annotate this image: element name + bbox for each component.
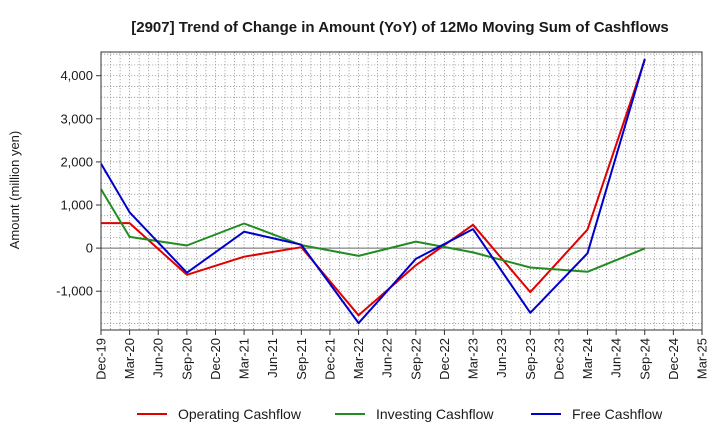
y-tick-label: 2,000 — [60, 154, 93, 169]
operating-cashflow-line — [101, 59, 646, 317]
operating-cashflow-legend-label: Operating Cashflow — [178, 406, 302, 422]
x-tick-label: Sep-23 — [523, 338, 538, 380]
chart-title: [2907] Trend of Change in Amount (YoY) o… — [131, 19, 669, 36]
free-cashflow-line — [100, 58, 646, 325]
plot-area — [101, 52, 702, 330]
x-tick-label: Dec-20 — [208, 338, 223, 380]
x-tick-label: Jun-24 — [609, 338, 624, 378]
x-tick-label: Mar-25 — [695, 338, 710, 379]
x-tick-label: Sep-22 — [408, 338, 423, 380]
x-tick-label: Dec-22 — [437, 338, 452, 380]
x-tick-label: Jun-22 — [380, 338, 395, 378]
x-tick-label: Jun-21 — [265, 338, 280, 378]
x-tick-label: Mar-22 — [351, 338, 366, 379]
y-tick-label: 3,000 — [60, 111, 93, 126]
series-layer — [100, 58, 646, 325]
x-tick-label: Dec-21 — [322, 338, 337, 380]
y-axis-ticks: 4,000 3,000 2,000 1,000 0 -1,000 — [56, 68, 101, 299]
x-tick-label: Mar-23 — [466, 338, 481, 379]
y-tick-label: 1,000 — [60, 198, 93, 213]
x-tick-label: Sep-24 — [637, 338, 652, 380]
x-tick-label: Dec-19 — [94, 338, 109, 380]
free-cashflow-legend-label: Free Cashflow — [572, 406, 663, 422]
x-tick-label: Dec-24 — [666, 338, 681, 380]
y-tick-label: -1,000 — [56, 284, 93, 299]
y-tick-label: 4,000 — [60, 68, 93, 83]
y-axis-title: Amount (million yen) — [7, 131, 22, 250]
x-tick-label: Dec-23 — [551, 338, 566, 380]
x-tick-label: Mar-20 — [122, 338, 137, 379]
x-tick-label: Sep-20 — [179, 338, 194, 380]
x-axis-ticks: Dec-19 Mar-20 Jun-20 Sep-20 Dec-20 Mar-21 Jun-… — [94, 330, 710, 380]
plot-frame — [100, 51, 703, 331]
x-tick-label: Jun-23 — [494, 338, 509, 378]
y-tick-label: 0 — [86, 241, 93, 256]
x-tick-label: Mar-21 — [237, 338, 252, 379]
investing-cashflow-line — [100, 188, 646, 273]
x-tick-label: Sep-21 — [294, 338, 309, 380]
x-tick-label: Jun-20 — [151, 338, 166, 378]
x-tick-label: Mar-24 — [580, 338, 595, 379]
legend: Operating Cashflow Investing Cashflow Free… — [137, 406, 663, 422]
investing-cashflow-legend-label: Investing Cashflow — [376, 406, 494, 422]
